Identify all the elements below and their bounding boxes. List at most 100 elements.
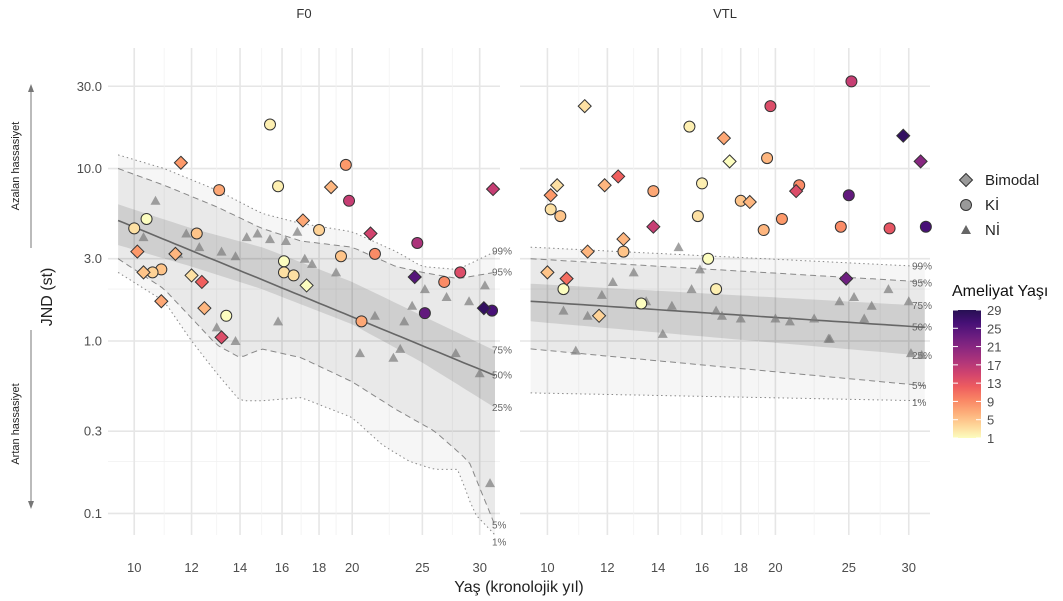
panel-title-f0: F0 bbox=[296, 6, 311, 21]
percentile-label: 25% bbox=[492, 403, 512, 414]
bimodal-point bbox=[136, 265, 151, 280]
ni-point bbox=[273, 316, 284, 326]
ni-point bbox=[883, 284, 894, 294]
ki-points bbox=[128, 118, 499, 328]
gridlines bbox=[520, 48, 930, 535]
ni-point bbox=[292, 226, 303, 236]
ki-point bbox=[334, 250, 347, 263]
ni-point bbox=[395, 343, 406, 353]
line-5 bbox=[117, 258, 496, 526]
ni-point bbox=[150, 195, 161, 205]
ki-point bbox=[775, 212, 788, 225]
color-legend-title: Ameliyat Yaşı bbox=[952, 283, 1048, 300]
ni-point bbox=[607, 276, 618, 286]
bimodal-point bbox=[742, 194, 757, 210]
y-tick-label: 1.0 bbox=[84, 333, 102, 348]
median-line bbox=[117, 219, 496, 377]
diamond-icon bbox=[958, 172, 974, 188]
ni-point bbox=[711, 305, 722, 315]
ki-point bbox=[557, 283, 570, 296]
ni-point bbox=[369, 310, 380, 320]
ni-point bbox=[138, 232, 149, 242]
bimodal-point bbox=[168, 246, 183, 262]
ki-point bbox=[438, 275, 451, 288]
bimodal-point bbox=[476, 300, 492, 316]
color-tick-label: 1 bbox=[987, 431, 994, 446]
ni-point bbox=[673, 242, 684, 252]
ni-point bbox=[694, 264, 705, 274]
panel-f0: F0 10 12 14 16 18 20 25 30 99% 95% 75% 50% 25% 5% 1% bbox=[108, 6, 512, 575]
color-tick-label: 25 bbox=[987, 321, 1001, 336]
ki-point bbox=[834, 220, 847, 233]
bimodal-point bbox=[896, 128, 911, 143]
gridlines bbox=[108, 48, 500, 535]
line-5 bbox=[530, 348, 925, 387]
legend-item-diamond: Bimodal bbox=[958, 172, 1039, 189]
ni-point bbox=[230, 251, 241, 261]
x-tick-label: 20 bbox=[768, 560, 782, 575]
ki-point bbox=[140, 212, 153, 225]
ki-point bbox=[220, 309, 233, 322]
ni-point bbox=[252, 228, 263, 238]
x-tick-label: 30 bbox=[472, 560, 486, 575]
line-95 bbox=[117, 168, 496, 280]
legend-label: Kİ bbox=[985, 196, 999, 214]
percentile-label: 99% bbox=[912, 262, 932, 273]
x-tick-label: 16 bbox=[275, 560, 289, 575]
bimodal-point bbox=[838, 271, 854, 286]
bimodal-point bbox=[363, 226, 378, 241]
ni-point bbox=[770, 313, 781, 323]
ki-point bbox=[339, 158, 352, 171]
ki-point bbox=[617, 245, 630, 258]
ni-point bbox=[354, 348, 365, 358]
ni-point bbox=[824, 333, 835, 343]
arrow-up-head bbox=[28, 84, 34, 92]
percentile-label: 75% bbox=[492, 346, 512, 357]
x-tick-label: 16 bbox=[695, 560, 709, 575]
triangle-icon bbox=[961, 225, 971, 234]
ki-point bbox=[842, 189, 855, 202]
bimodal-point bbox=[549, 178, 565, 193]
legend-label: Nİ bbox=[985, 221, 1000, 239]
ni-point bbox=[866, 300, 877, 310]
ki-points bbox=[544, 75, 932, 310]
color-bar bbox=[953, 310, 981, 438]
color-tick-label: 5 bbox=[987, 413, 994, 428]
ni-point bbox=[903, 296, 914, 306]
ni-point bbox=[809, 313, 820, 323]
x-tick-label: 14 bbox=[233, 560, 247, 575]
ki-point bbox=[635, 297, 648, 310]
bimodal-point bbox=[580, 244, 595, 259]
ni-point bbox=[628, 267, 639, 277]
ni-point bbox=[474, 368, 485, 378]
percentile-label: 99% bbox=[492, 247, 512, 258]
ni-point bbox=[181, 228, 192, 238]
color-tick-label: 29 bbox=[987, 303, 1001, 318]
ki-point bbox=[343, 194, 356, 207]
bimodal-point bbox=[194, 274, 210, 290]
ki-point bbox=[128, 222, 141, 235]
ni-point bbox=[280, 236, 291, 246]
ni-point bbox=[784, 316, 795, 326]
ni-point bbox=[230, 335, 241, 345]
bimodal-point bbox=[197, 300, 212, 316]
percentile-label: 95% bbox=[912, 279, 932, 290]
bimodal-point bbox=[299, 278, 314, 293]
x-tick-label: 25 bbox=[842, 560, 856, 575]
bimodal-point bbox=[323, 179, 339, 195]
band-5-95 bbox=[530, 258, 925, 386]
percentile-label: 50% bbox=[912, 322, 932, 333]
ni-point bbox=[306, 258, 317, 268]
bimodal-point bbox=[716, 130, 732, 146]
x-tick-label: 12 bbox=[600, 560, 614, 575]
bimodal-point bbox=[559, 271, 574, 286]
bimodal-point bbox=[485, 181, 501, 197]
y-tick-label: 30.0 bbox=[77, 79, 102, 94]
ki-point bbox=[764, 100, 777, 113]
line-95 bbox=[530, 258, 925, 283]
ki-point bbox=[411, 237, 424, 250]
ni-point bbox=[441, 291, 452, 301]
ki-point bbox=[454, 266, 467, 279]
ni-point bbox=[485, 478, 496, 488]
